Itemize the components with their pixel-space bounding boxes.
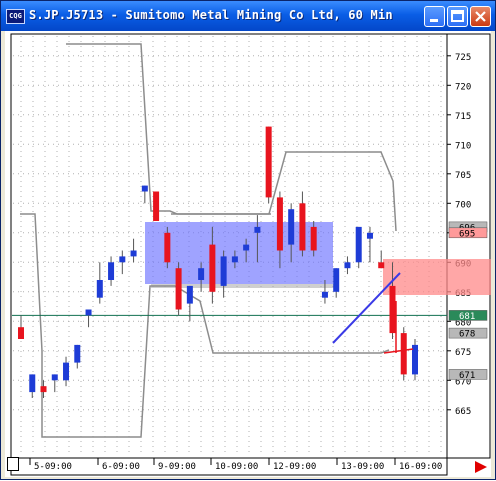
candle[interactable] bbox=[18, 315, 24, 339]
candle[interactable] bbox=[389, 262, 396, 339]
candle[interactable] bbox=[288, 203, 295, 263]
candle[interactable] bbox=[333, 268, 340, 298]
candle[interactable] bbox=[265, 126, 272, 204]
svg-text:678: 678 bbox=[459, 330, 475, 340]
candle[interactable] bbox=[231, 250, 238, 269]
x-tick-label: 12-09:00 bbox=[273, 462, 316, 472]
corner-box[interactable] bbox=[7, 457, 19, 471]
y-tick-label: 705 bbox=[455, 171, 471, 181]
y-tick-label: 730 bbox=[455, 31, 471, 33]
candle[interactable] bbox=[130, 238, 137, 263]
candle[interactable] bbox=[344, 256, 351, 275]
x-tick-label: 6-09:00 bbox=[102, 462, 140, 472]
x-tick-label: 13-09:00 bbox=[341, 462, 384, 472]
candle[interactable] bbox=[51, 374, 58, 393]
candle[interactable] bbox=[108, 256, 115, 286]
x-tick-label: 10-09:00 bbox=[215, 462, 258, 472]
x-tick-label: 5-09:00 bbox=[34, 462, 72, 472]
candle[interactable] bbox=[141, 185, 148, 204]
candle[interactable] bbox=[63, 356, 70, 387]
candle[interactable] bbox=[378, 250, 385, 269]
candle[interactable] bbox=[186, 285, 193, 322]
candle[interactable] bbox=[29, 374, 36, 398]
price-axis[interactable] bbox=[446, 33, 491, 459]
y-tick-label: 680 bbox=[455, 318, 471, 328]
y-tick-label: 725 bbox=[455, 53, 471, 63]
window-title: S.JP.J5713 - Sumitomo Metal Mining Co Lt… bbox=[29, 8, 393, 22]
red-zone[interactable] bbox=[383, 259, 491, 295]
app-icon[interactable]: CQG bbox=[6, 9, 25, 24]
title-bar[interactable]: CQG S.JP.J5713 - Sumitomo Metal Mining C… bbox=[1, 1, 495, 31]
candle[interactable] bbox=[276, 191, 283, 269]
candle[interactable] bbox=[175, 262, 182, 316]
candle[interactable] bbox=[153, 191, 160, 222]
svg-text:695: 695 bbox=[459, 229, 475, 239]
svg-text:681: 681 bbox=[459, 312, 475, 322]
price-tag: 681 bbox=[448, 310, 488, 322]
y-tick-label: 670 bbox=[455, 377, 471, 387]
candle[interactable] bbox=[96, 262, 103, 304]
price-chart[interactable]: 7307257207157107057006956906856806756706… bbox=[5, 23, 491, 477]
candle[interactable] bbox=[119, 250, 126, 275]
y-tick-label: 675 bbox=[455, 348, 471, 358]
svg-text:671: 671 bbox=[459, 371, 475, 381]
close-icon bbox=[475, 11, 486, 22]
x-tick-label: 9-09:00 bbox=[158, 462, 196, 472]
candle[interactable] bbox=[400, 327, 407, 381]
price-tag: 671 bbox=[448, 369, 488, 381]
candle[interactable] bbox=[74, 344, 81, 369]
candle[interactable] bbox=[243, 238, 250, 263]
candle[interactable] bbox=[299, 191, 306, 257]
price-tag: 678 bbox=[448, 327, 488, 340]
candle[interactable] bbox=[355, 226, 362, 269]
minimize-button[interactable] bbox=[424, 6, 445, 27]
maximize-button[interactable] bbox=[447, 6, 468, 27]
candle[interactable] bbox=[85, 309, 92, 328]
candle[interactable] bbox=[198, 262, 205, 292]
plot-frame bbox=[10, 33, 448, 459]
candle[interactable] bbox=[310, 221, 317, 257]
x-tick-label: 16-09:00 bbox=[399, 462, 442, 472]
close-button[interactable] bbox=[470, 6, 491, 27]
blue-zone-shadow bbox=[151, 284, 337, 288]
y-tick-label: 700 bbox=[455, 200, 471, 210]
candle[interactable] bbox=[254, 215, 261, 263]
candle[interactable] bbox=[321, 280, 328, 304]
y-tick-label: 715 bbox=[455, 112, 471, 122]
maximize-icon bbox=[451, 10, 464, 22]
candle[interactable] bbox=[40, 380, 47, 398]
y-tick-label: 710 bbox=[455, 141, 471, 151]
candle[interactable] bbox=[366, 226, 373, 263]
minimize-icon bbox=[430, 19, 438, 22]
price-tag: 695 bbox=[448, 227, 488, 239]
lower-band-line bbox=[20, 213, 390, 438]
candle[interactable] bbox=[220, 250, 227, 298]
candle[interactable] bbox=[412, 339, 418, 381]
candle[interactable] bbox=[209, 226, 216, 304]
scroll-right-arrow-icon[interactable] bbox=[475, 461, 487, 473]
red-marker-line bbox=[383, 348, 414, 354]
y-tick-label: 665 bbox=[455, 407, 471, 417]
y-tick-label: 720 bbox=[455, 82, 471, 92]
trend-line[interactable] bbox=[332, 272, 401, 344]
chart-area[interactable]: 7307257207157107057006956906856806756706… bbox=[5, 23, 491, 477]
candle[interactable] bbox=[164, 226, 171, 269]
